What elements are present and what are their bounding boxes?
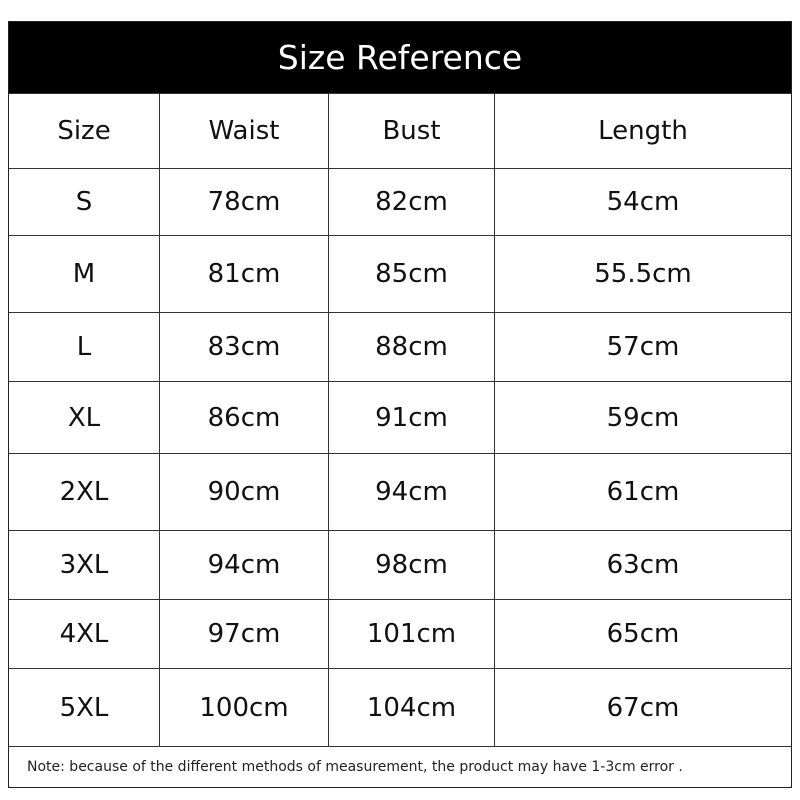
- cell-bust: 88cm: [328, 313, 494, 381]
- cell-length: 59cm: [494, 382, 791, 453]
- cell-size: 4XL: [59, 619, 109, 649]
- cell-bust: 94cm: [328, 454, 494, 530]
- cell-size: 3XL: [59, 550, 109, 580]
- cell-waist: 83cm: [159, 313, 328, 381]
- header-length: Length: [494, 94, 791, 168]
- cell-waist: 97cm: [159, 600, 328, 668]
- cell-bust: 104cm: [328, 669, 494, 746]
- header-row: Size Waist Bust Length: [9, 93, 791, 168]
- cell-bust: 91cm: [328, 382, 494, 453]
- cell-size: M: [72, 259, 96, 289]
- table-row: L 83cm 88cm 57cm: [9, 312, 791, 381]
- table-row: 2XL 90cm 94cm 61cm: [9, 453, 791, 530]
- table-row: S 78cm 82cm 54cm: [9, 168, 791, 235]
- cell-waist: 100cm: [159, 669, 328, 746]
- table-title: Size Reference: [9, 22, 791, 93]
- cell-length: 57cm: [494, 313, 791, 381]
- cell-bust: 98cm: [328, 531, 494, 599]
- cell-size: S: [75, 187, 93, 217]
- cell-waist: 86cm: [159, 382, 328, 453]
- table-row: 4XL 97cm 101cm 65cm: [9, 599, 791, 668]
- measurement-note: Note: because of the different methods o…: [9, 746, 791, 787]
- cell-bust: 85cm: [328, 236, 494, 312]
- header-waist: Waist: [159, 94, 328, 168]
- cell-size: 2XL: [59, 477, 109, 507]
- cell-length: 54cm: [494, 169, 791, 235]
- cell-size: L: [76, 332, 92, 362]
- cell-waist: 90cm: [159, 454, 328, 530]
- cell-bust: 101cm: [328, 600, 494, 668]
- cell-length: 63cm: [494, 531, 791, 599]
- table-row: M 81cm 85cm 55.5cm: [9, 235, 791, 312]
- cell-size: 5XL: [59, 692, 109, 723]
- cell-size: XL: [67, 402, 101, 433]
- cell-length: 67cm: [494, 669, 791, 746]
- table-row: 5XL 100cm 104cm 67cm: [9, 668, 791, 746]
- cell-waist: 81cm: [159, 236, 328, 312]
- cell-bust: 82cm: [328, 169, 494, 235]
- header-size: Size: [57, 116, 111, 146]
- cell-length: 65cm: [494, 600, 791, 668]
- table-row: 3XL 94cm 98cm 63cm: [9, 530, 791, 599]
- header-bust: Bust: [328, 94, 494, 168]
- cell-waist: 94cm: [159, 531, 328, 599]
- size-reference-table: Size Reference Size Waist Bust Length S 7…: [8, 21, 792, 788]
- cell-waist: 78cm: [159, 169, 328, 235]
- cell-length: 61cm: [494, 454, 791, 530]
- table-row: XL 86cm 91cm 59cm: [9, 381, 791, 453]
- cell-length: 55.5cm: [494, 236, 791, 312]
